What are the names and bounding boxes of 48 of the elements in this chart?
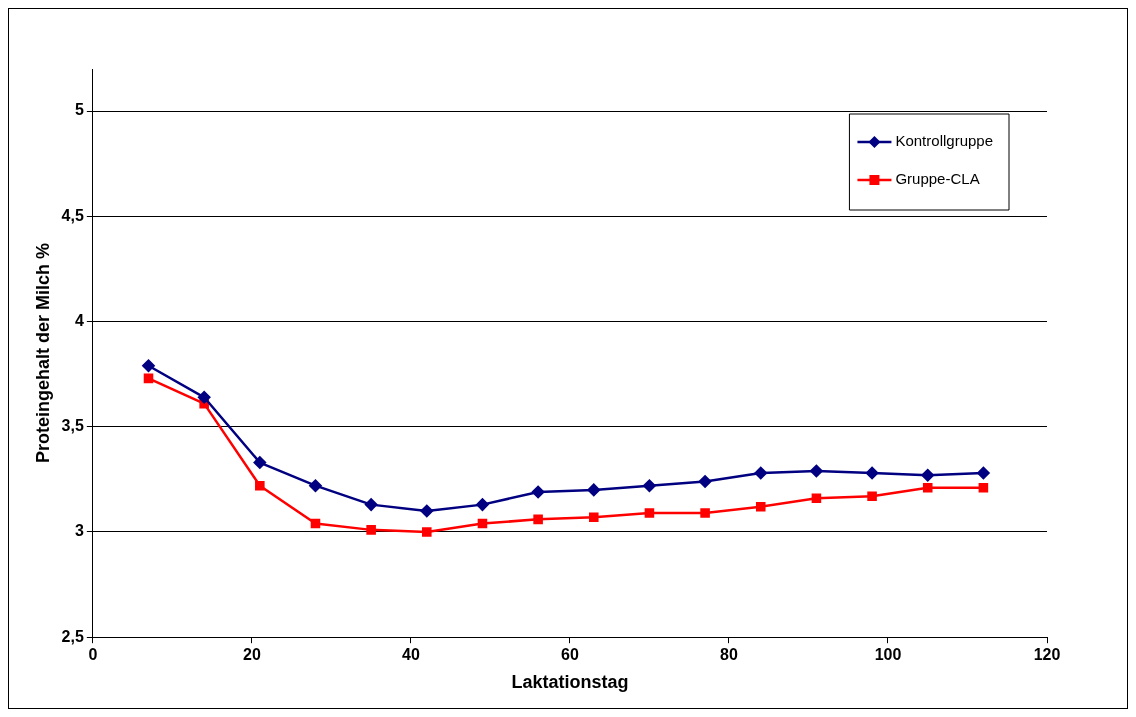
y-tick-label: 3 xyxy=(74,522,84,540)
point xyxy=(420,504,434,518)
point xyxy=(255,480,265,491)
x-tick-label: 100 xyxy=(874,646,902,664)
point xyxy=(922,483,933,493)
point xyxy=(698,475,712,488)
x-tick-label: 20 xyxy=(242,646,261,664)
point xyxy=(364,498,378,511)
point xyxy=(977,466,990,480)
point xyxy=(533,514,543,525)
point xyxy=(700,508,710,518)
point xyxy=(587,483,601,497)
point xyxy=(422,527,432,537)
y-tick-label: 3,5 xyxy=(61,417,84,435)
y-tick-label: 4,5 xyxy=(61,206,84,224)
x-axis-title: Laktationstag xyxy=(511,672,629,693)
y-tick-label: 2,5 xyxy=(61,627,84,645)
x-tick-label: 120 xyxy=(1033,646,1061,664)
point xyxy=(309,479,322,492)
point xyxy=(754,466,767,480)
point xyxy=(310,518,321,529)
point xyxy=(588,512,599,523)
point xyxy=(811,493,822,504)
y-tick-label: 5 xyxy=(74,101,84,119)
point xyxy=(810,464,823,478)
point xyxy=(366,525,376,535)
point xyxy=(755,501,766,512)
point xyxy=(867,491,877,501)
point xyxy=(143,373,154,384)
x-tick-label: 80 xyxy=(720,646,738,664)
y-tick-label: 4 xyxy=(74,311,84,329)
point xyxy=(197,391,211,404)
point xyxy=(643,479,656,492)
point xyxy=(865,466,879,480)
y-axis-title: Proteingehalt der Milch % xyxy=(32,243,53,464)
legend-label: Kontrollgruppe xyxy=(895,132,994,150)
point xyxy=(477,518,488,529)
point xyxy=(142,359,155,372)
x-tick-label: 0 xyxy=(88,646,98,664)
x-tick-label: 40 xyxy=(402,646,420,664)
point xyxy=(921,468,934,482)
legend-label: Gruppe-CLA xyxy=(895,170,980,188)
point xyxy=(253,456,267,469)
point xyxy=(978,483,989,493)
x-tick-label: 60 xyxy=(561,646,579,664)
point xyxy=(476,498,489,511)
point xyxy=(531,485,545,499)
point xyxy=(644,508,655,518)
